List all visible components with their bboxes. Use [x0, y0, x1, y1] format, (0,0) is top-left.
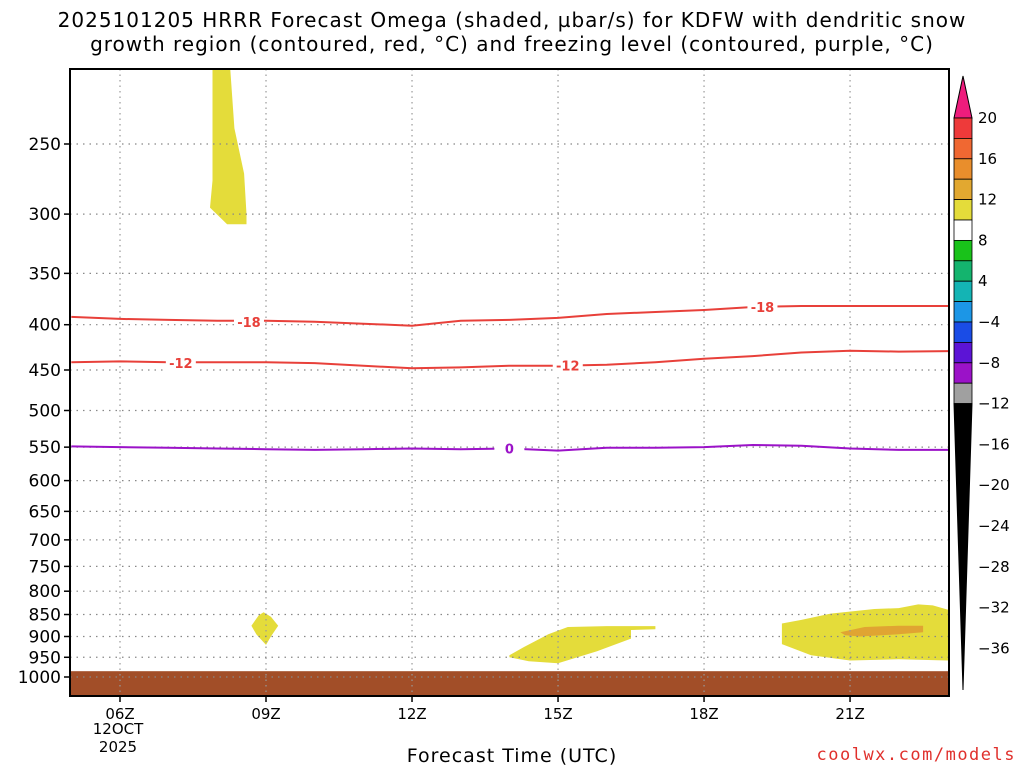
omega-shade-region-1: [210, 69, 247, 225]
y-tick-label: 700: [29, 531, 61, 551]
y-tick-label: 450: [29, 361, 61, 381]
x-axis-title: Forecast Time (UTC): [406, 745, 618, 767]
contour-label: -12: [556, 360, 580, 375]
plot-frame: [69, 68, 950, 697]
colorbar-swatch: [953, 219, 973, 241]
chart-title-line-1: 2025101205 HRRR Forecast Omega (shaded, …: [57, 8, 967, 32]
y-tick-label: 400: [29, 316, 61, 336]
colorbar-swatch: [953, 239, 973, 262]
y-tick-label: 800: [29, 582, 61, 602]
colorbar-label: 4: [978, 272, 988, 290]
colorbar-swatch: [953, 117, 973, 139]
contour-line--18: [71, 305, 949, 327]
colorbar-label: 16: [978, 150, 997, 168]
colorbar-label: −20: [978, 476, 1010, 494]
colorbar-swatch: [953, 321, 973, 343]
date-label-day: 12OCT: [92, 720, 144, 738]
colorbar-swatch: [953, 137, 973, 160]
colorbar-swatch: [953, 280, 973, 303]
x-tick-label: 18Z: [689, 705, 718, 723]
y-tick-label: 300: [29, 205, 61, 225]
contour-label-bg: [747, 299, 778, 316]
contour-label-bg: [494, 440, 525, 457]
contour-line-0: [71, 443, 949, 452]
colorbar-swatch: [953, 382, 973, 405]
colorbar-label: −24: [978, 517, 1010, 535]
colorbar-label: −8: [978, 354, 1000, 372]
y-tick-label: 1000: [18, 668, 61, 688]
colorbar-label: −16: [978, 435, 1010, 453]
y-tick-label: 600: [29, 472, 61, 492]
colorbar-label: −36: [978, 639, 1010, 657]
contour-line--12: [71, 349, 949, 370]
x-tick-label: 06Z: [105, 705, 134, 723]
colorbar-swatch: [953, 158, 973, 180]
site-credit: coolwx.com/models: [816, 745, 1016, 765]
x-tick-label: 15Z: [543, 705, 572, 723]
x-tick-label: 21Z: [835, 705, 864, 723]
contour-label: 0: [505, 443, 514, 458]
colorbar-swatch: [953, 178, 973, 200]
chart-title-line-2: growth region (contoured, red, °C) and f…: [90, 32, 934, 56]
colorbar-bottom-arrow: [953, 403, 973, 691]
x-tick-label: 09Z: [251, 705, 280, 723]
omega-shade-region-3: [509, 626, 656, 664]
colorbar-label: −28: [978, 558, 1010, 576]
contour-label-bg: [165, 355, 196, 372]
y-tick-label: 850: [29, 606, 61, 626]
contour-label-bg: [552, 357, 583, 374]
colorbar: 20 16 12 8 4 −4 −8 −12 −16 −20 −24 −28 −32 −36: [953, 75, 1010, 691]
colorbar-top-arrow: [953, 75, 973, 119]
contour-label-bg: [233, 313, 264, 330]
colorbar-label: 12: [978, 191, 997, 209]
y-tick-label: 350: [29, 264, 61, 284]
y-tick-label: 750: [29, 557, 61, 577]
contour-label: -18: [751, 301, 775, 316]
y-tick-label: 500: [29, 402, 61, 422]
omega-shade-region-5: [840, 625, 924, 637]
colorbar-swatch: [953, 362, 973, 384]
y-tick-label: 950: [29, 648, 61, 668]
x-tick-label: 12Z: [397, 705, 426, 723]
y-tick-label: 900: [29, 627, 61, 647]
contour-label: -12: [169, 357, 193, 372]
y-tick-label: 650: [29, 502, 61, 522]
ground-surface: [70, 671, 949, 696]
omega-shade-region-2: [251, 612, 279, 645]
colorbar-swatch: [953, 199, 973, 221]
colorbar-swatch: [953, 301, 973, 323]
colorbar-swatch: [953, 260, 973, 282]
colorbar-label: −32: [978, 599, 1010, 617]
contour-label: -18: [237, 316, 261, 331]
colorbar-label: −12: [978, 395, 1010, 413]
colorbar-label: −4: [978, 313, 1000, 331]
colorbar-swatch: [953, 341, 973, 364]
colorbar-label: 20: [978, 109, 997, 127]
y-tick-label: 550: [29, 438, 61, 458]
colorbar-label: 8: [978, 231, 988, 249]
date-label-year: 2025: [98, 738, 138, 756]
y-tick-label: 250: [29, 135, 61, 155]
